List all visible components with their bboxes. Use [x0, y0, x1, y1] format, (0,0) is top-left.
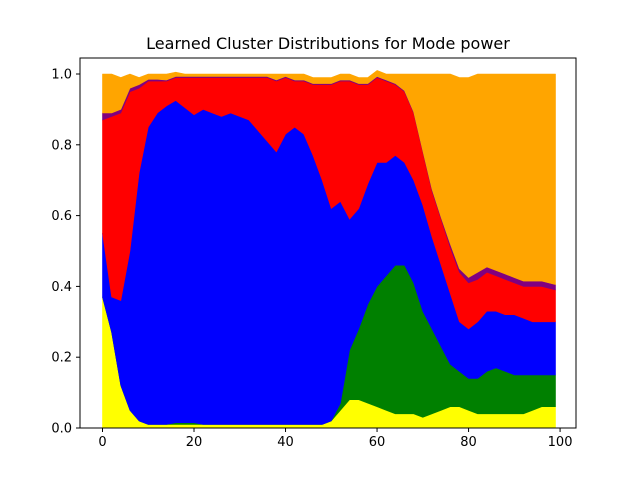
y-tick-label: 0.2 — [51, 351, 72, 366]
y-tick-label: 0.4 — [51, 280, 72, 295]
x-tick-label: 20 — [186, 435, 203, 450]
chart-title: Learned Cluster Distributions for Mode p… — [146, 34, 510, 53]
area-orange — [102, 70, 556, 285]
y-tick-label: 0.0 — [51, 422, 72, 437]
y-tick-label: 0.8 — [51, 138, 72, 153]
x-tick-label: 80 — [460, 435, 477, 450]
y-tick-label: 0.6 — [51, 209, 72, 224]
x-tick-label: 60 — [369, 435, 386, 450]
y-axis: 0.0 0.2 0.4 0.6 0.8 1.0 — [51, 68, 80, 437]
x-axis: 0 20 40 60 80 100 — [98, 428, 572, 450]
y-tick-label: 1.0 — [51, 68, 72, 83]
x-tick-label: 100 — [548, 435, 573, 450]
stacked-areas — [102, 70, 556, 429]
plot-frame — [79, 57, 577, 429]
x-tick-label: 0 — [98, 435, 106, 450]
x-tick-label: 40 — [277, 435, 294, 450]
